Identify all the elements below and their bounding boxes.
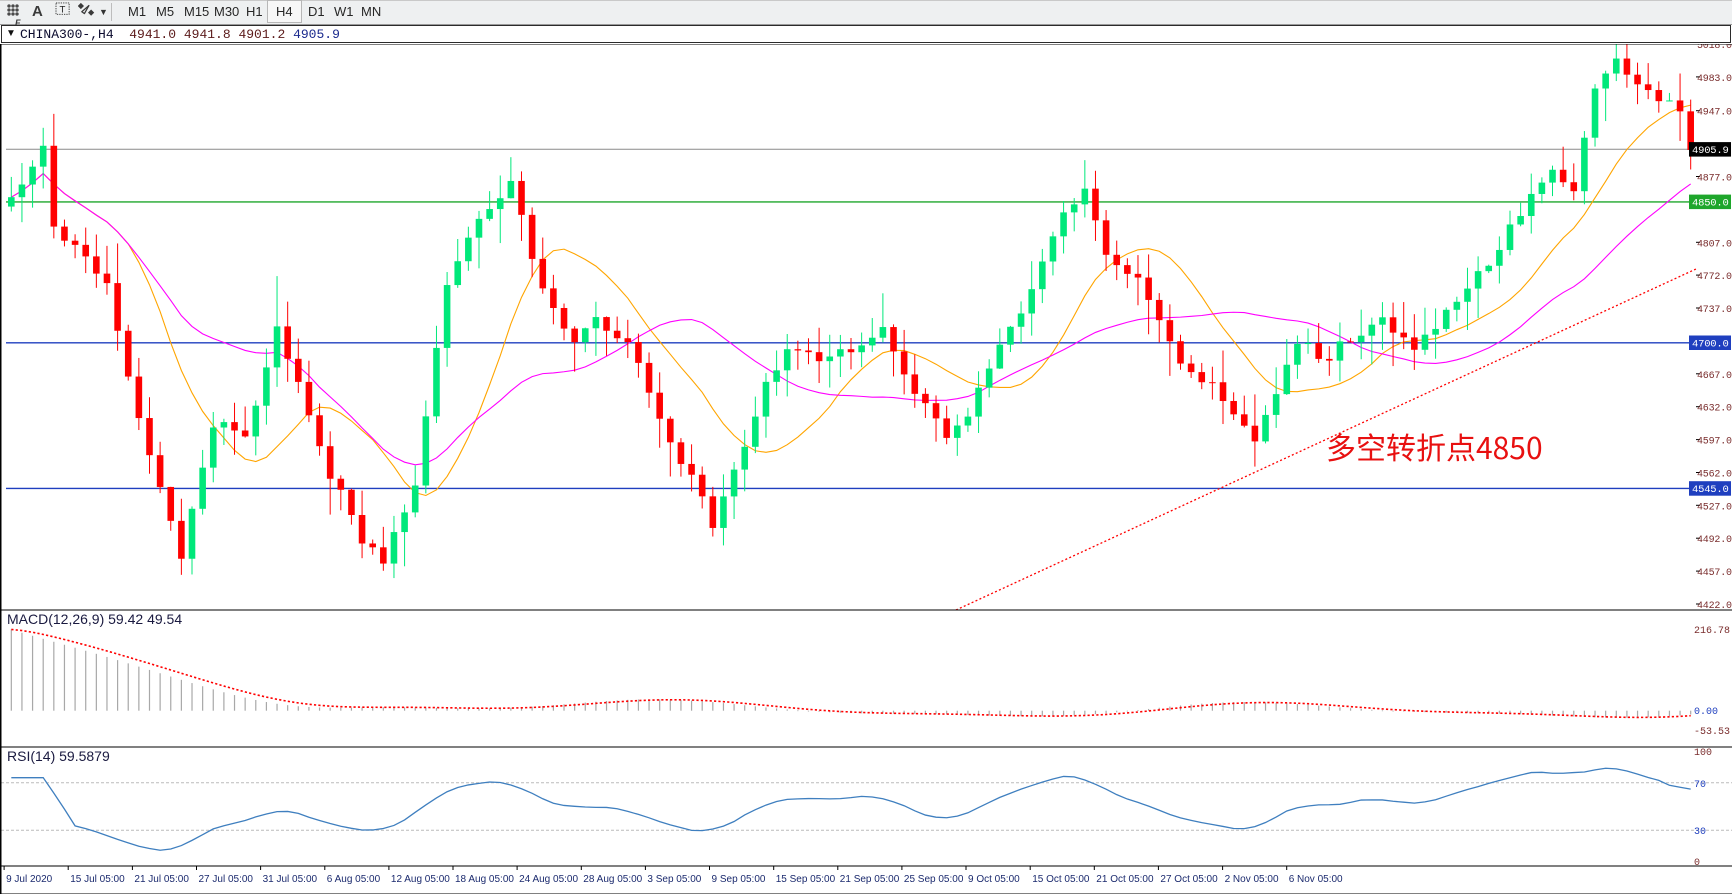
svg-text:4905.9: 4905.9: [1692, 145, 1729, 157]
svg-text:216.78: 216.78: [1694, 626, 1730, 637]
svg-text:21 Jul 05:00: 21 Jul 05:00: [134, 874, 189, 885]
svg-text:0.00: 0.00: [1694, 707, 1718, 718]
svg-text:28 Aug 05:00: 28 Aug 05:00: [583, 874, 642, 885]
svg-text:4667.0: 4667.0: [1697, 371, 1732, 382]
svg-text:27 Oct 05:00: 27 Oct 05:00: [1160, 874, 1218, 885]
svg-text:9 Sep 05:00: 9 Sep 05:00: [712, 874, 766, 885]
svg-text:4545.0: 4545.0: [1692, 484, 1729, 496]
svg-text:24 Aug 05:00: 24 Aug 05:00: [519, 874, 578, 885]
svg-text:6 Nov 05:00: 6 Nov 05:00: [1289, 874, 1343, 885]
svg-text:100: 100: [1694, 748, 1712, 759]
svg-text:2 Nov 05:00: 2 Nov 05:00: [1225, 874, 1279, 885]
svg-text:4632.0: 4632.0: [1697, 404, 1732, 415]
svg-text:12 Aug 05:00: 12 Aug 05:00: [391, 874, 450, 885]
svg-text:31 Jul 05:00: 31 Jul 05:00: [263, 874, 318, 885]
svg-text:70: 70: [1694, 780, 1706, 791]
svg-text:21 Sep 05:00: 21 Sep 05:00: [840, 874, 900, 885]
svg-text:21 Oct 05:00: 21 Oct 05:00: [1096, 874, 1154, 885]
svg-text:4737.0: 4737.0: [1697, 305, 1732, 316]
svg-text:4877.0: 4877.0: [1697, 174, 1732, 185]
svg-text:4562.0: 4562.0: [1697, 470, 1732, 481]
svg-text:RSI(14) 59.5879: RSI(14) 59.5879: [7, 748, 110, 764]
svg-text:27 Jul 05:00: 27 Jul 05:00: [199, 874, 254, 885]
svg-text:多空转折点4850: 多空转折点4850: [1326, 424, 1543, 468]
svg-text:-53.53: -53.53: [1694, 727, 1730, 738]
svg-text:4492.0: 4492.0: [1697, 535, 1732, 546]
svg-text:4597.0: 4597.0: [1697, 437, 1732, 448]
svg-text:0: 0: [1694, 858, 1700, 866]
svg-text:9 Oct 05:00: 9 Oct 05:00: [968, 874, 1020, 885]
svg-text:T: T: [60, 5, 66, 16]
svg-text:3 Sep 05:00: 3 Sep 05:00: [647, 874, 701, 885]
svg-text:15 Sep 05:00: 15 Sep 05:00: [776, 874, 836, 885]
svg-text:25 Sep 05:00: 25 Sep 05:00: [904, 874, 964, 885]
svg-text:15 Oct 05:00: 15 Oct 05:00: [1032, 874, 1090, 885]
svg-text:4527.0: 4527.0: [1697, 502, 1732, 513]
svg-text:4807.0: 4807.0: [1697, 239, 1732, 250]
svg-text:4947.0: 4947.0: [1697, 108, 1732, 119]
svg-text:MACD(12,26,9) 59.42 49.54: MACD(12,26,9) 59.42 49.54: [7, 611, 182, 627]
svg-text:4700.0: 4700.0: [1692, 339, 1729, 351]
svg-text:4772.0: 4772.0: [1697, 272, 1732, 283]
svg-text:4983.0: 4983.0: [1697, 74, 1732, 85]
svg-text:15 Jul 05:00: 15 Jul 05:00: [70, 874, 125, 885]
svg-text:30: 30: [1694, 827, 1706, 838]
svg-text:4457.0: 4457.0: [1697, 568, 1732, 579]
svg-text:6 Aug 05:00: 6 Aug 05:00: [327, 874, 381, 885]
svg-text:18 Aug 05:00: 18 Aug 05:00: [455, 874, 514, 885]
svg-text:4850.0: 4850.0: [1692, 198, 1729, 210]
svg-text:9 Jul 2020: 9 Jul 2020: [6, 874, 53, 885]
svg-text:5018.0: 5018.0: [1697, 44, 1732, 52]
svg-text:4422.0: 4422.0: [1697, 601, 1732, 610]
